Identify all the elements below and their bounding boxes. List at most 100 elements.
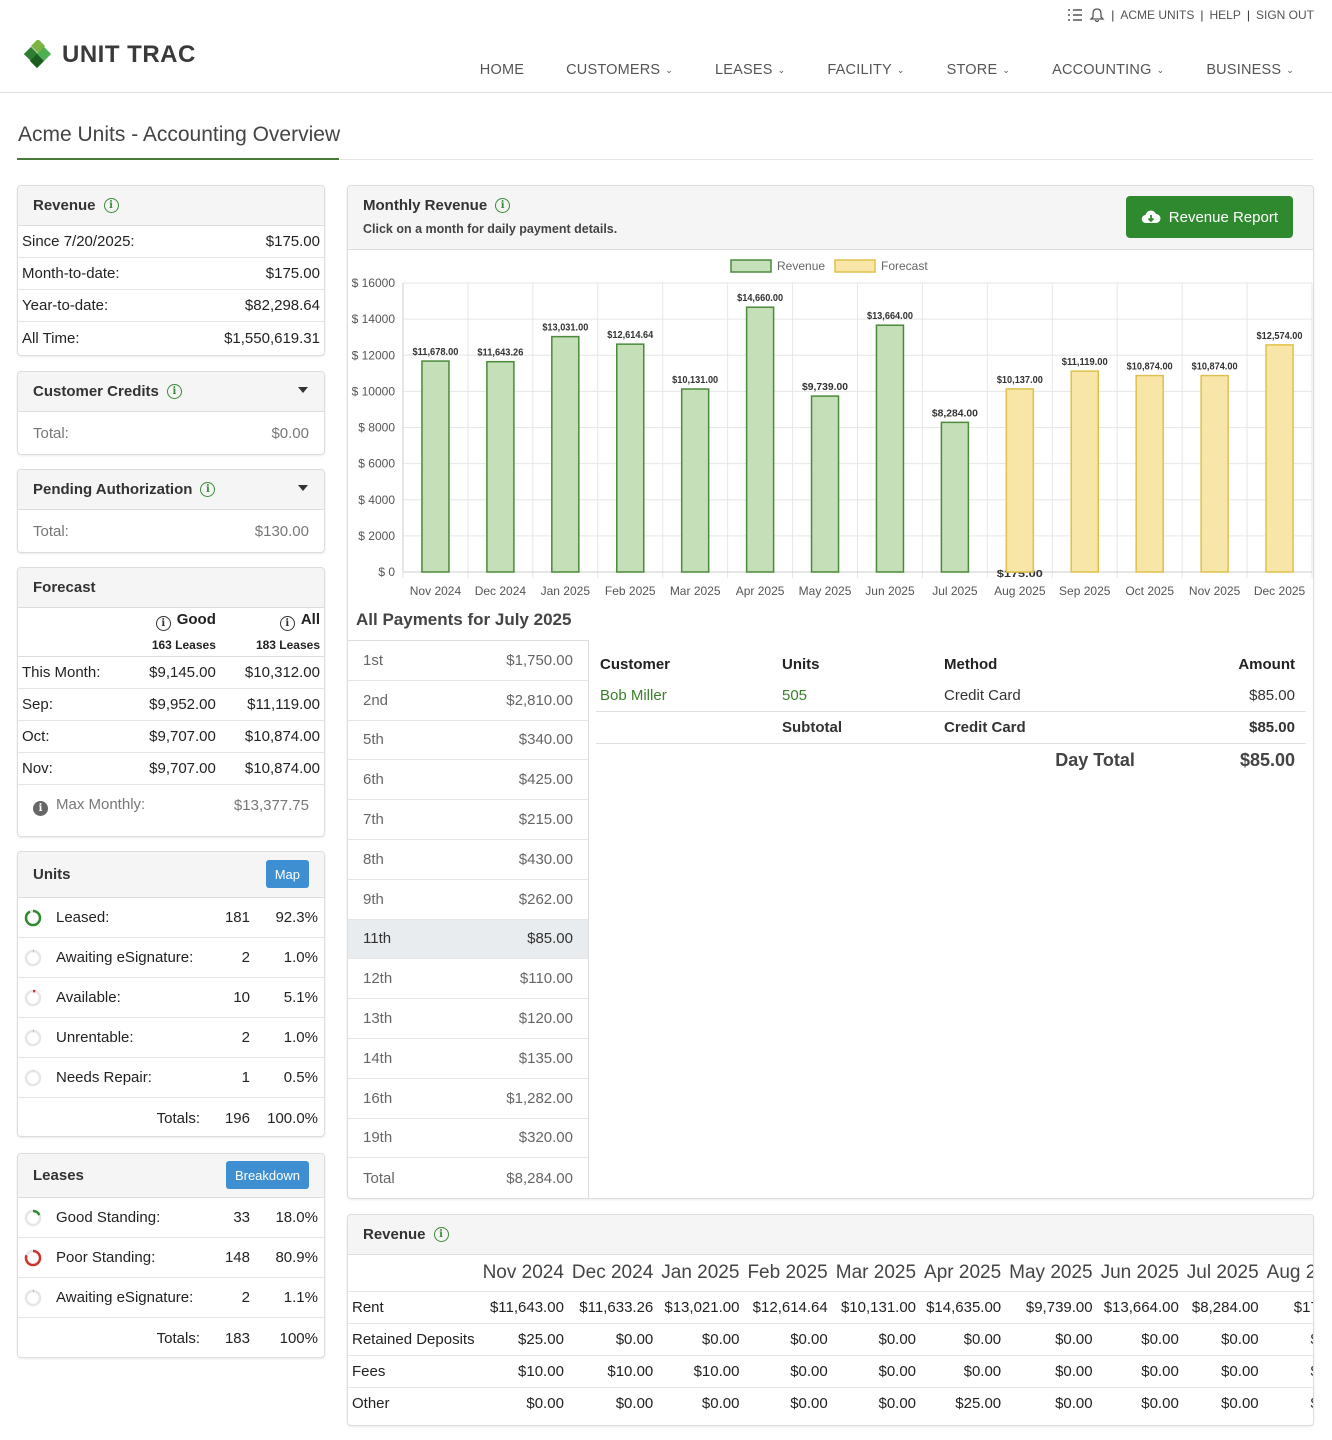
row-label: Awaiting eSignature:: [56, 949, 194, 966]
bar[interactable]: [1005, 388, 1035, 573]
bar[interactable]: [1135, 374, 1164, 573]
data-label: $9,739.00: [802, 382, 848, 393]
caret-down-icon[interactable]: [298, 387, 308, 393]
day-row[interactable]: 16th $1,282.00: [348, 1079, 588, 1119]
cell-value: $0.00: [743, 1354, 832, 1387]
row-label: This Month:: [18, 656, 127, 689]
nav-customers[interactable]: CUSTOMERS ⌄: [545, 62, 694, 78]
bar[interactable]: [875, 324, 905, 573]
legend-label: Revenue: [777, 259, 825, 273]
nav-accounting[interactable]: ACCOUNTING ⌄: [1031, 62, 1185, 78]
info-icon[interactable]: i: [279, 616, 295, 631]
panel-title-wrap: Monthly Revenue i: [363, 197, 1298, 214]
info-icon[interactable]: i: [166, 384, 182, 399]
day-row[interactable]: 5th $340.00: [348, 721, 588, 761]
row-label: Nov:: [18, 752, 127, 785]
info-icon[interactable]: i: [433, 1227, 449, 1242]
bar[interactable]: [680, 388, 710, 573]
y-tick-label: $ 10000: [352, 384, 396, 398]
day-row[interactable]: 14th $135.00: [348, 1039, 588, 1079]
title-rule: [339, 159, 1313, 160]
day-row[interactable]: 1st $1,750.00: [348, 641, 588, 681]
day-row[interactable]: 12th $110.00: [348, 959, 588, 1000]
info-icon[interactable]: i: [103, 198, 119, 213]
y-tick-label: $ 12000: [352, 348, 396, 362]
units-row[interactable]: Leased: 181 92.3%: [18, 898, 324, 938]
day-row[interactable]: 9th $262.00: [348, 880, 588, 920]
credits-total-row: Total: $0.00: [18, 412, 324, 454]
row-pct: 1.0%: [283, 1029, 318, 1046]
units-list: Leased: 181 92.3% Awaiting eSignature: 2…: [18, 898, 324, 1098]
row-label: Poor Standing:: [56, 1249, 156, 1266]
info-icon[interactable]: i: [200, 482, 216, 497]
bar[interactable]: [486, 360, 515, 573]
bar[interactable]: [1200, 374, 1229, 573]
progress-ring-icon: [24, 989, 42, 1006]
panel-header[interactable]: Customer Credits i: [18, 372, 324, 412]
map-button[interactable]: Map: [265, 860, 309, 888]
data-label: $10,874.00: [1192, 362, 1238, 373]
info-icon[interactable]: i: [495, 198, 511, 213]
day-row[interactable]: 2nd $2,810.00: [348, 681, 588, 721]
units-row[interactable]: Unrentable: 2 1.0%: [18, 1018, 324, 1058]
info-icon[interactable]: i: [155, 616, 171, 631]
leases-row[interactable]: Good Standing: 33 18.0%: [18, 1198, 324, 1238]
units-row[interactable]: Needs Repair: 1 0.5%: [18, 1058, 324, 1098]
day-row[interactable]: 11th $85.00: [348, 919, 588, 960]
nav-facility[interactable]: FACILITY ⌄: [806, 62, 925, 78]
day-row[interactable]: 7th $215.00: [348, 800, 588, 840]
day-row[interactable]: 13th $120.00: [348, 999, 588, 1039]
day-label: 14th: [363, 1049, 393, 1067]
bar[interactable]: [551, 335, 580, 573]
nav-business[interactable]: BUSINESS ⌄: [1185, 62, 1294, 78]
day-row[interactable]: 8th $430.00: [348, 840, 588, 880]
all-value: $10,874.00: [219, 752, 324, 785]
units-row[interactable]: Awaiting eSignature: 2 1.0%: [18, 938, 324, 978]
data-label: $10,131.00: [672, 375, 718, 386]
panel-header[interactable]: Pending Authorization i: [18, 470, 324, 510]
day-row[interactable]: 19th $320.00: [348, 1119, 588, 1159]
unit-link[interactable]: 505: [782, 687, 808, 704]
separator: |: [1200, 8, 1204, 22]
row-pct: 80.9%: [275, 1249, 318, 1266]
detail-header-row: Customer Units Method Amount: [596, 648, 1306, 680]
bar[interactable]: [810, 395, 840, 573]
tasks-icon[interactable]: [1067, 8, 1083, 22]
caret-down-icon[interactable]: [298, 485, 308, 491]
customer-link[interactable]: Bob Miller: [600, 687, 667, 704]
bar[interactable]: [421, 360, 450, 573]
subtotal-row: Subtotal Credit Card $85.00: [596, 712, 1306, 744]
units-totals-row: Totals: 196 100.0%: [18, 1098, 324, 1136]
day-total-value: $85.00: [1239, 749, 1295, 770]
bar[interactable]: [1265, 344, 1294, 573]
info-icon[interactable]: i: [33, 800, 48, 816]
nav-store[interactable]: STORE ⌄: [926, 62, 1031, 78]
logo[interactable]: UNIT TRAC: [24, 40, 196, 70]
day-label: 1st: [363, 651, 384, 669]
progress-ring-icon: [24, 1069, 42, 1086]
bell-icon[interactable]: [1089, 8, 1105, 22]
revenue-report-button[interactable]: Revenue Report: [1125, 196, 1293, 238]
leases-row[interactable]: Poor Standing: 148 80.9%: [18, 1238, 324, 1278]
bar[interactable]: [616, 343, 645, 573]
breakdown-button[interactable]: Breakdown: [225, 1161, 309, 1189]
leases-row[interactable]: Awaiting eSignature: 2 1.1%: [18, 1278, 324, 1318]
panel-header: Monthly Revenue i Click on a month for da…: [348, 186, 1313, 250]
signout-link[interactable]: SIGN OUT: [1255, 8, 1314, 22]
cell-value: $11,633.26: [567, 1290, 658, 1323]
day-row[interactable]: 6th $425.00: [348, 760, 588, 801]
table-row: Fees $10.00 $10.00 $10.00 $0.00 $0.00 $0.00 $0.…: [348, 1354, 1313, 1387]
org-link[interactable]: ACME UNITS: [1120, 8, 1195, 22]
bar[interactable]: [940, 421, 970, 573]
nav-home[interactable]: HOME: [459, 62, 545, 78]
day-row[interactable]: Total $8,284.00: [348, 1158, 588, 1198]
panel-title: Units: [33, 866, 71, 883]
bar[interactable]: [745, 306, 775, 573]
monthly-revenue-chart[interactable]: Revenue Forecast $ 0 $ 2000 $ 4000 $ 6000 $ 80…: [348, 252, 1313, 602]
nav-leases[interactable]: LEASES ⌄: [694, 62, 806, 78]
day-label: 13th: [363, 1010, 393, 1028]
help-link[interactable]: HELP: [1209, 8, 1241, 22]
cell-value: $0.00: [1262, 1386, 1313, 1419]
bar[interactable]: [1070, 370, 1099, 573]
units-row[interactable]: Available: 10 5.1%: [18, 978, 324, 1018]
